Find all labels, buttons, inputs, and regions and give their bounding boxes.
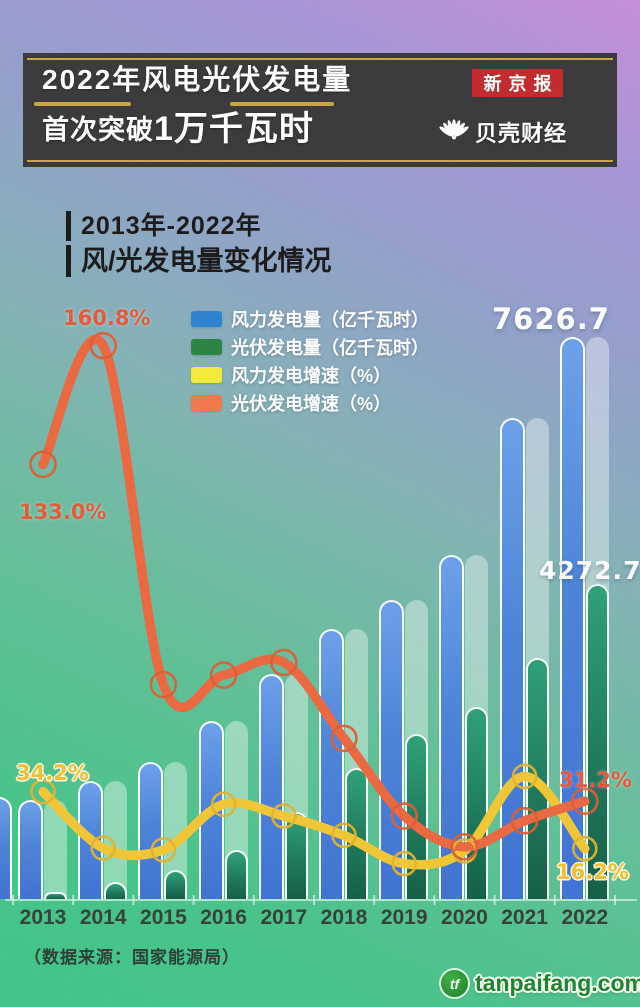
gold-dash-decoration bbox=[34, 99, 352, 109]
legend-label: 风力发电量（亿千瓦时） bbox=[231, 309, 429, 330]
chart-subtitle-block: 2013年-2022年 风/光发电量变化情况 bbox=[66, 211, 332, 277]
callout-solar-growth-2013: 133.0% bbox=[19, 500, 107, 524]
x-axis-label-2017: 2017 bbox=[260, 906, 308, 929]
callout-solar-growth-peak: 160.8% bbox=[63, 306, 151, 330]
finance-brand-row: 贝壳财经 bbox=[439, 114, 589, 149]
x-axis-label-2013: 2013 bbox=[19, 906, 67, 929]
legend-item-3: 光伏发电增速（%） bbox=[191, 393, 429, 414]
legend-swatch bbox=[191, 338, 222, 355]
banner-brand-block: 新京报 bbox=[439, 69, 589, 149]
x-axis-label-2021: 2021 bbox=[501, 906, 548, 929]
legend-item-1: 光伏发电量（亿千瓦时） bbox=[191, 337, 429, 358]
legend-swatch bbox=[191, 310, 222, 327]
callout-solar-growth-2022: 31.2% bbox=[559, 768, 632, 792]
legend-label: 风力发电增速（%） bbox=[231, 365, 392, 386]
x-axis-label-2015: 2015 bbox=[140, 906, 187, 929]
callout-solar-generation-2022: 4272.7 bbox=[539, 556, 640, 585]
x-axis-label-2016: 2016 bbox=[200, 906, 247, 929]
header-banner: 2022年风电光伏发电量 首次突破 1万千瓦时 新京报 bbox=[23, 53, 617, 167]
callout-wind-growth-2013: 34.2% bbox=[16, 761, 89, 785]
x-axis-label-2014: 2014 bbox=[79, 906, 127, 929]
subtitle-line2: 风/光发电量变化情况 bbox=[66, 245, 332, 277]
main-title-line2: 首次突破 1万千瓦时 bbox=[42, 111, 352, 147]
newspaper-logo-badge: 新京报 bbox=[472, 69, 563, 97]
chart-legend: 风力发电量（亿千瓦时） 光伏发电量（亿千瓦时） 风力发电增速（%） 光伏发电增速（%） bbox=[191, 309, 429, 421]
shell-logo-icon bbox=[439, 114, 469, 149]
legend-swatch bbox=[191, 394, 222, 411]
callout-wind-growth-2022: 16.2% bbox=[556, 860, 629, 884]
subtitle-line1: 2013年-2022年 bbox=[66, 211, 332, 241]
watermark-link[interactable]: tf tanpaifang.com bbox=[441, 970, 640, 997]
banner-title-block: 2022年风电光伏发电量 首次突破 1万千瓦时 bbox=[34, 64, 353, 147]
watermark-logo-icon: tf bbox=[441, 970, 468, 997]
x-axis-label-2019: 2019 bbox=[380, 906, 428, 929]
x-axis-label-2022: 2022 bbox=[561, 906, 609, 929]
watermark-text: tanpaifang.com bbox=[475, 970, 640, 996]
title-line2-highlight: 1万千瓦时 bbox=[154, 110, 314, 148]
callout-wind-generation-2022: 7626.7 bbox=[492, 302, 610, 336]
x-axis-label-2020: 2020 bbox=[441, 906, 488, 929]
data-source-note: （数据来源：国家能源局） bbox=[24, 948, 240, 967]
legend-label: 光伏发电增速（%） bbox=[231, 393, 392, 414]
banner-gold-rule-bottom bbox=[27, 160, 613, 162]
main-title-line1: 2022年风电光伏发电量 bbox=[42, 64, 353, 95]
legend-swatch bbox=[191, 366, 222, 383]
banner-gold-rule-top bbox=[27, 58, 613, 60]
finance-brand-name: 贝壳财经 bbox=[475, 120, 568, 146]
legend-item-0: 风力发电量（亿千瓦时） bbox=[191, 309, 429, 330]
x-axis-label-2018: 2018 bbox=[320, 906, 368, 929]
legend-item-2: 风力发电增速（%） bbox=[191, 365, 429, 386]
legend-label: 光伏发电量（亿千瓦时） bbox=[231, 337, 429, 358]
title-line2-prefix: 首次突破 bbox=[42, 115, 154, 145]
